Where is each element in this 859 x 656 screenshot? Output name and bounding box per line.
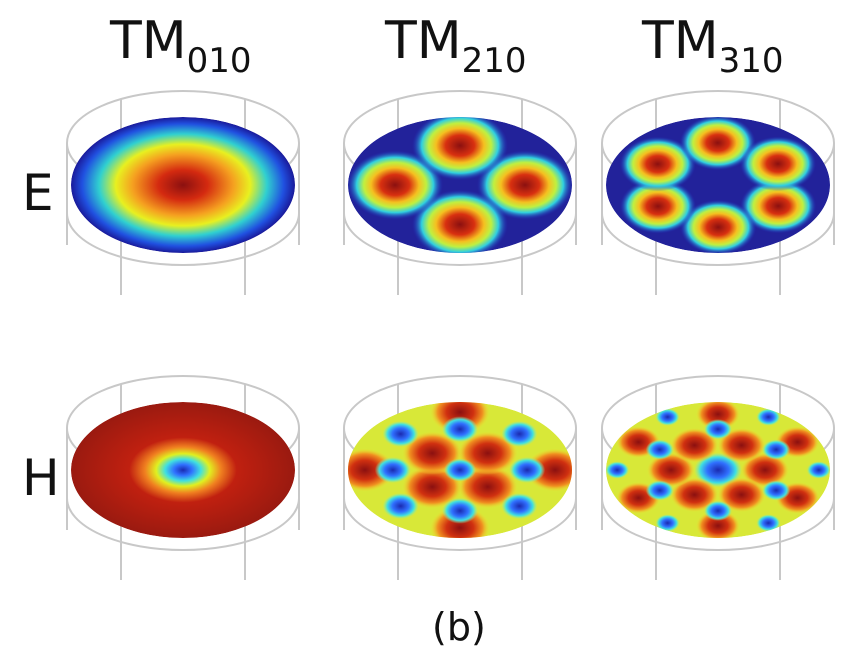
field-lobe <box>442 498 478 524</box>
row-label: H <box>22 449 60 507</box>
field-lobe <box>762 440 790 460</box>
field-lobe <box>501 421 537 447</box>
field-map <box>335 391 585 550</box>
field-lobe <box>656 514 680 531</box>
caption: (b) <box>432 605 486 649</box>
mode-name: TM <box>384 11 462 71</box>
field-lobe <box>383 421 419 447</box>
column-header: TM210 <box>384 11 527 81</box>
mode-index: 310 <box>719 41 784 81</box>
field-lobe <box>383 493 419 519</box>
field-lobe <box>740 136 816 191</box>
mode-plots <box>67 91 834 580</box>
field-lobe <box>501 493 537 519</box>
row-label: E <box>22 164 54 222</box>
field-lobe <box>756 408 780 425</box>
field-map <box>71 117 295 253</box>
column-header: TM310 <box>641 11 784 81</box>
field-lobe <box>412 111 508 180</box>
mode-name: TM <box>109 11 187 71</box>
field-map <box>71 402 295 538</box>
field-lobe <box>605 461 629 478</box>
field-lobe <box>704 419 732 439</box>
field-lobe <box>756 514 780 531</box>
field-map <box>347 111 573 259</box>
mode-index: 010 <box>187 41 252 81</box>
field-lobe <box>509 457 545 483</box>
disc <box>71 117 295 253</box>
field-lobe <box>762 480 790 500</box>
field-lobe <box>646 440 674 460</box>
column-header: TM010 <box>109 11 252 81</box>
disc <box>71 402 295 538</box>
field-lobe <box>444 458 476 481</box>
field-lobe <box>704 501 732 521</box>
mode-name: TM <box>641 11 719 71</box>
field-map <box>605 398 831 541</box>
field-lobe <box>807 461 831 478</box>
field-lobe <box>656 408 680 425</box>
field-map <box>606 115 830 254</box>
figure: TM010 TM210 TM310 E H (b) <box>0 0 859 656</box>
mode-index: 210 <box>462 41 527 81</box>
field-lobe <box>442 416 478 442</box>
field-lobe <box>375 457 411 483</box>
field-lobe <box>646 480 674 500</box>
